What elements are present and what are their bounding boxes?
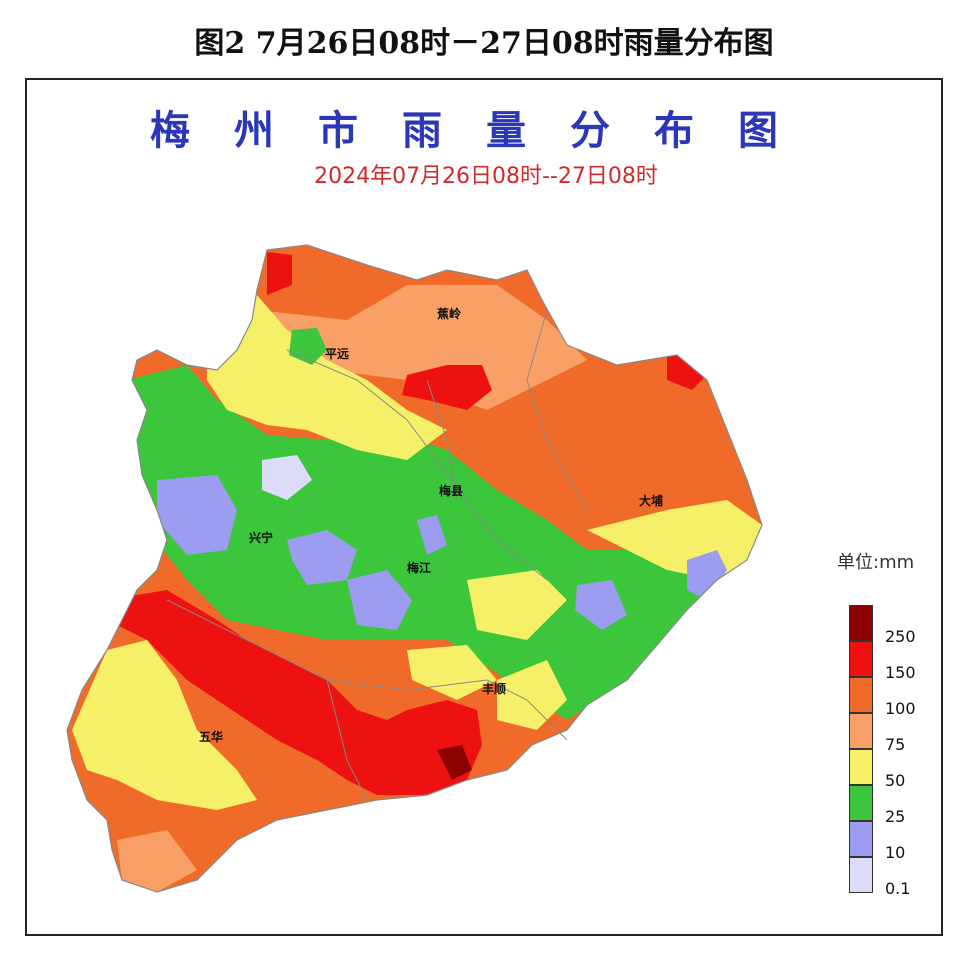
map-title: 梅州市雨量分布图: [150, 108, 822, 154]
place-label-pingyuan: 平远: [325, 347, 350, 361]
legend-tick-label: 0.1: [885, 879, 911, 898]
legend-swatch: [849, 785, 873, 821]
legend-swatch: [849, 677, 873, 713]
legend-tick-label: 50: [885, 771, 906, 790]
legend-swatch: [849, 821, 873, 857]
map-panel: 梅州市雨量分布图 2024年07月26日08时--27日08时: [25, 78, 943, 936]
legend-item: 150: [849, 641, 939, 682]
legend: 250 150 100 75 50 25 10 0.1: [849, 605, 939, 911]
legend-tick-label: 75: [885, 735, 906, 754]
place-label-jiaoling: 蕉岭: [437, 307, 462, 321]
rainfall-map: [66, 244, 763, 893]
place-label-meixian: 梅县: [439, 484, 464, 498]
place-label-wuhua: 五华: [199, 730, 224, 744]
place-label-fengshun: 丰顺: [482, 682, 507, 696]
rainfall-zones: [67, 245, 762, 892]
legend-swatch: [849, 749, 873, 785]
place-label-meijiang: 梅江: [407, 561, 432, 575]
legend-tick-label: 150: [885, 663, 916, 682]
place-label-dabu: 大埔: [639, 494, 664, 508]
place-label-xingning: 兴宁: [249, 531, 274, 545]
legend-tick-label: 100: [885, 699, 916, 718]
map-subtitle: 2024年07月26日08时--27日08时: [314, 164, 658, 189]
county-boundaries: [166, 309, 588, 801]
legend-item: 10: [849, 821, 939, 862]
legend-swatch: [849, 605, 873, 641]
legend-tick-label: 250: [885, 627, 916, 646]
legend-swatch: [849, 857, 873, 893]
figure-caption: 图2 7月26日08时－27日08时雨量分布图: [194, 26, 774, 61]
region-outline: [66, 244, 763, 893]
legend-item: 250: [849, 605, 939, 646]
legend-unit-label: 单位:mm: [837, 552, 915, 573]
legend-item: 100: [849, 677, 939, 718]
legend-item: 25: [849, 785, 939, 826]
legend-item: 0.1: [849, 857, 939, 898]
legend-swatch: [849, 641, 873, 677]
legend-tick-label: 25: [885, 807, 906, 826]
legend-swatch: [849, 713, 873, 749]
legend-tick-label: 10: [885, 843, 906, 862]
legend-item: 50: [849, 749, 939, 790]
legend-item: 75: [849, 713, 939, 754]
